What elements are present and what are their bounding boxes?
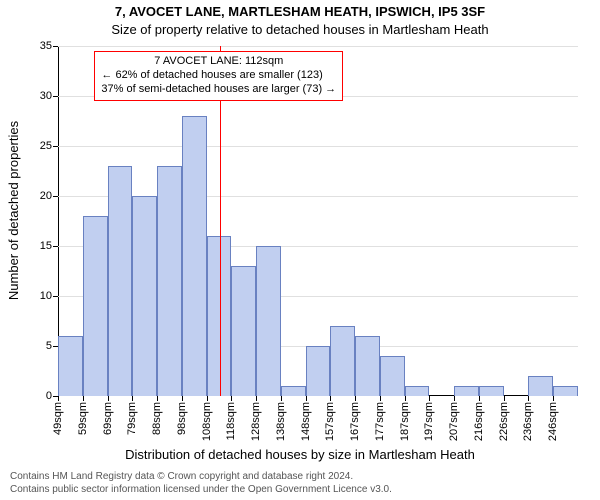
xtick-label: 49sqm: [52, 402, 64, 435]
plot-area: 0510152025303549sqm59sqm69sqm79sqm88sqm9…: [58, 46, 578, 396]
histogram-bar: [528, 376, 553, 396]
annotation-line: 37% of semi-detached houses are larger (…: [101, 83, 336, 97]
histogram-bar: [355, 336, 380, 396]
xtick-mark: [231, 396, 232, 401]
histogram-bar: [157, 166, 182, 396]
annotation-line: ← 62% of detached houses are smaller (12…: [101, 69, 336, 83]
ytick-label: 35: [40, 40, 52, 52]
xtick-mark: [182, 396, 183, 401]
histogram-bar: [256, 246, 281, 396]
chart-container: 7, AVOCET LANE, MARTLESHAM HEATH, IPSWIC…: [0, 0, 600, 500]
histogram-bar: [306, 346, 331, 396]
ytick-mark: [53, 246, 58, 247]
histogram-bar: [231, 266, 256, 396]
ytick-mark: [53, 296, 58, 297]
xtick-mark: [454, 396, 455, 401]
xtick-label: 207sqm: [448, 402, 460, 441]
xtick-mark: [281, 396, 282, 401]
grid-line: [58, 46, 578, 47]
xtick-mark: [256, 396, 257, 401]
ytick-label: 5: [46, 340, 52, 352]
xtick-mark: [355, 396, 356, 401]
xtick-label: 226sqm: [498, 402, 510, 441]
chart-title-line2: Size of property relative to detached ho…: [0, 22, 600, 37]
xtick-mark: [405, 396, 406, 401]
xtick-label: 148sqm: [300, 402, 312, 441]
footer-line2: Contains public sector information licen…: [10, 483, 392, 496]
xtick-mark: [504, 396, 505, 401]
xtick-mark: [58, 396, 59, 401]
xtick-mark: [157, 396, 158, 401]
xtick-mark: [132, 396, 133, 401]
y-axis-label-wrap: Number of detached properties: [6, 0, 22, 420]
xtick-mark: [207, 396, 208, 401]
histogram-bar: [132, 196, 157, 396]
histogram-bar: [281, 386, 306, 396]
xtick-label: 98sqm: [176, 402, 188, 435]
xtick-mark: [380, 396, 381, 401]
xtick-mark: [429, 396, 430, 401]
y-axis-label: Number of detached properties: [7, 120, 22, 299]
histogram-bar: [454, 386, 479, 396]
grid-line: [58, 146, 578, 147]
histogram-bar: [108, 166, 133, 396]
footer-line1: Contains HM Land Registry data © Crown c…: [10, 470, 392, 483]
annotation-box: 7 AVOCET LANE: 112sqm← 62% of detached h…: [94, 51, 343, 100]
ytick-label: 30: [40, 90, 52, 102]
xtick-label: 197sqm: [423, 402, 435, 441]
chart-title-line1: 7, AVOCET LANE, MARTLESHAM HEATH, IPSWIC…: [0, 4, 600, 19]
histogram-bar: [330, 326, 355, 396]
xtick-label: 69sqm: [102, 402, 114, 435]
xtick-label: 167sqm: [349, 402, 361, 441]
ytick-mark: [53, 196, 58, 197]
ytick-mark: [53, 96, 58, 97]
histogram-bar: [479, 386, 504, 396]
xtick-label: 118sqm: [225, 402, 237, 440]
histogram-bar: [405, 386, 430, 396]
xtick-mark: [553, 396, 554, 401]
xtick-mark: [108, 396, 109, 401]
xtick-label: 187sqm: [399, 402, 411, 441]
xtick-label: 216sqm: [473, 402, 485, 441]
xtick-mark: [306, 396, 307, 401]
xtick-label: 246sqm: [547, 402, 559, 441]
ytick-label: 20: [40, 190, 52, 202]
ytick-mark: [53, 46, 58, 47]
xtick-label: 236sqm: [522, 402, 534, 441]
xtick-mark: [330, 396, 331, 401]
xtick-label: 177sqm: [374, 402, 386, 441]
ytick-mark: [53, 146, 58, 147]
xtick-label: 59sqm: [77, 402, 89, 435]
xtick-label: 138sqm: [275, 402, 287, 441]
xtick-label: 79sqm: [126, 402, 138, 435]
ytick-label: 15: [40, 240, 52, 252]
x-axis-label: Distribution of detached houses by size …: [0, 447, 600, 462]
xtick-label: 108sqm: [201, 402, 213, 441]
footer-attribution: Contains HM Land Registry data © Crown c…: [10, 470, 392, 496]
xtick-mark: [479, 396, 480, 401]
histogram-bar: [380, 356, 405, 396]
ytick-label: 10: [40, 290, 52, 302]
histogram-bar: [58, 336, 83, 396]
annotation-line: 7 AVOCET LANE: 112sqm: [101, 55, 336, 69]
xtick-mark: [528, 396, 529, 401]
xtick-label: 128sqm: [250, 402, 262, 441]
histogram-bar: [553, 386, 578, 396]
ytick-label: 25: [40, 140, 52, 152]
xtick-label: 157sqm: [324, 402, 336, 441]
xtick-label: 88sqm: [151, 402, 163, 435]
histogram-bar: [83, 216, 108, 396]
histogram-bar: [182, 116, 207, 396]
xtick-mark: [83, 396, 84, 401]
ytick-label: 0: [46, 390, 52, 402]
